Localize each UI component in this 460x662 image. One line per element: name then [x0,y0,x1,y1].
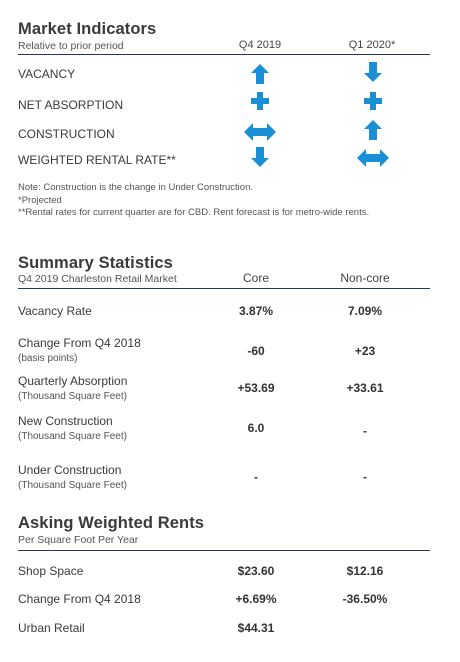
plus-icon [247,90,273,112]
col-core: Core [242,271,269,285]
stat-core-new-construction: 6.0 [247,421,265,435]
indicator-label-construction: CONSTRUCTION [18,127,115,141]
indicator-label-weighted-rental-rate: WEIGHTED RENTAL RATE** [18,153,176,167]
summary-header-rule [18,288,430,289]
arrow-down-icon [247,146,273,168]
arrow-left-right-icon [355,147,391,169]
stat-noncore-absorption: +33.61 [346,381,384,395]
rent-noncore-change: -36.50% [342,592,388,606]
indicator-label-vacancy: VACANCY [18,67,76,81]
rent-noncore-shop-space: $12.16 [346,564,384,578]
stat-core-under-construction: - [254,470,258,484]
stat-core-absorption: +53.69 [237,381,275,395]
rent-core-shop-space: $23.60 [237,564,275,578]
arrow-left-right-icon [242,121,278,143]
col-q4-2019: Q4 2019 [238,39,282,51]
stat-core-change: -60 [247,344,265,358]
stat-noncore-under-construction: - [363,470,367,484]
summary-statistics-title: Summary Statistics [18,254,173,272]
arrow-up-icon [360,119,386,141]
market-indicators-subtitle: Relative to prior period [18,40,124,52]
arrow-up-icon [247,63,273,85]
note-rental-rates: **Rental rates for current quarter are f… [18,207,370,218]
stat-label-change-from-q4-2018: Change From Q4 2018 [18,336,141,350]
rent-core-urban-retail: $44.31 [237,621,275,635]
stat-label-vacancy-rate: Vacancy Rate [18,304,92,318]
stat-label-new-construction: New Construction [18,414,113,428]
col-non-core: Non-core [340,271,390,285]
stat-sublabel-thousand-sf: (Thousand Square Feet) [18,431,127,442]
arrow-down-icon [360,61,386,83]
plus-icon [360,90,386,112]
asking-rents-subtitle: Per Square Foot Per Year [18,534,139,546]
market-indicators-title: Market Indicators [18,20,157,38]
stat-label-under-construction: Under Construction [18,463,122,477]
summary-statistics-subtitle: Q4 2019 Charleston Retail Market [18,273,177,285]
rent-core-change: +6.69% [235,592,277,606]
rent-label-change-from-q4-2018: Change From Q4 2018 [18,592,141,606]
stat-noncore-new-construction: - [363,424,367,438]
stat-label-quarterly-absorption: Quarterly Absorption [18,374,128,388]
stat-noncore-change: +23 [354,344,376,358]
stat-sublabel-basis-points: (basis points) [18,353,78,364]
stat-sublabel-thousand-sf: (Thousand Square Feet) [18,391,127,402]
indicator-label-net-absorption: NET ABSORPTION [18,98,124,112]
stat-core-vacancy-rate: 3.87% [238,304,274,318]
rents-header-rule [18,550,430,551]
market-notes: Note: Construction is the change in Unde… [18,182,438,220]
rent-label-urban-retail: Urban Retail [18,621,85,635]
market-header-rule [18,54,430,55]
note-projected: *Projected [18,194,62,206]
asking-rents-title: Asking Weighted Rents [18,514,205,532]
col-q1-2020: Q1 2020* [348,39,396,51]
stat-sublabel-thousand-sf: (Thousand Square Feet) [18,480,127,491]
note-construction: Note: Construction is the change in Unde… [18,182,253,193]
rent-label-shop-space: Shop Space [18,564,84,578]
stat-noncore-vacancy-rate: 7.09% [347,304,383,318]
